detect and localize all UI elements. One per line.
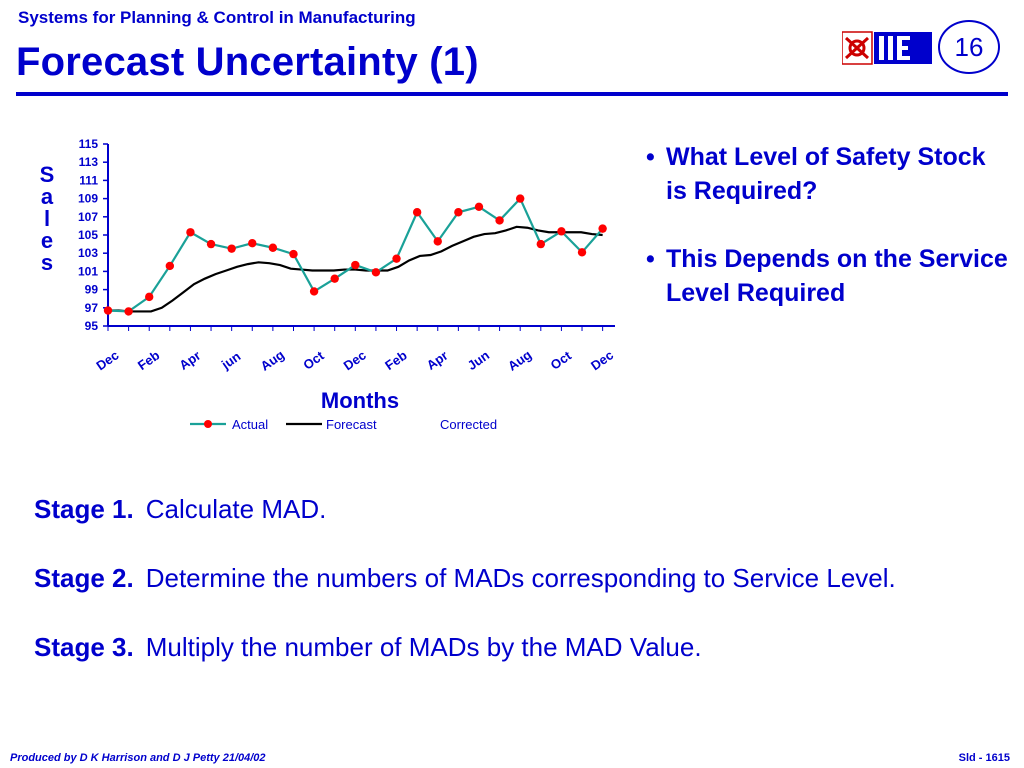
bullet-dot-icon: • (646, 245, 655, 273)
stage-text: Multiply the number of MADs by the MAD V… (145, 632, 702, 662)
y-tick-label: 103 (78, 246, 98, 260)
x-tick-label: Apr (176, 348, 203, 373)
stage-1: Stage 1. Calculate MAD. (34, 494, 326, 525)
actual-point (495, 216, 504, 225)
stage-label: Stage 1. (34, 494, 134, 524)
y-axis-label-letter: a (41, 184, 54, 209)
stage-label: Stage 3. (34, 632, 134, 662)
actual-point (124, 307, 133, 316)
logo-text: IIE (902, 52, 904, 54)
x-tick-label: Oct (300, 348, 327, 373)
actual-point (392, 254, 401, 263)
x-tick-label: Aug (505, 347, 534, 374)
stage-label: Stage 2. (34, 563, 134, 593)
title-rule (16, 92, 1008, 96)
y-tick-label: 113 (79, 155, 99, 169)
actual-point (474, 202, 484, 211)
actual-point (186, 228, 195, 237)
actual-point (165, 261, 175, 271)
bullet-list: • What Level of Safety Stock is Required… (640, 140, 1010, 344)
x-tick-label: Oct (548, 348, 575, 373)
x-tick-label: Dec (93, 347, 121, 373)
actual-point (577, 248, 587, 257)
actual-point (454, 208, 463, 217)
actual-point (289, 249, 298, 259)
y-tick-label: 111 (79, 173, 98, 187)
actual-point (515, 194, 525, 203)
bullet-dot-icon: • (646, 143, 655, 171)
bullet-text: What Level of Safety Stock is Required? (666, 143, 986, 205)
y-axis-label-letter: s (41, 250, 53, 275)
actual-point (206, 239, 216, 249)
actual-point (227, 244, 236, 253)
slide-number: 16 (938, 20, 1000, 74)
x-tick-label: Feb (135, 348, 163, 374)
footer-credit: Produced by D K Harrison and D J Petty 2… (10, 752, 266, 764)
footer-slide-id: Sld - 1615 (958, 752, 1010, 764)
y-tick-label: 95 (85, 319, 99, 333)
x-tick-label: Dec (588, 347, 616, 373)
stage-text: Calculate MAD. (145, 494, 327, 524)
bullet-item: • This Depends on the Service Level Requ… (640, 242, 1010, 310)
x-tick-label: Aug (258, 347, 287, 374)
x-tick-label: Feb (382, 348, 410, 374)
stage-text: Determine the numbers of MADs correspond… (145, 563, 896, 593)
y-axis-label-letter: S (40, 162, 55, 187)
y-tick-label: 101 (78, 264, 98, 278)
actual-point (145, 292, 154, 302)
actual-point (309, 287, 319, 296)
x-axis-title: Months (321, 388, 399, 413)
y-tick-label: 99 (85, 283, 99, 297)
y-tick-label: 105 (78, 228, 98, 242)
y-axis-label-letter: e (41, 228, 53, 253)
x-tick-label: Jun (465, 348, 493, 374)
y-tick-label: 115 (79, 137, 99, 151)
x-tick-label: jun (218, 349, 243, 373)
y-tick-label: 97 (85, 301, 99, 315)
actual-point (371, 268, 381, 277)
y-tick-label: 107 (78, 210, 98, 224)
actual-point (330, 274, 339, 283)
actual-point (103, 306, 113, 315)
legend-label-actual: Actual (232, 417, 268, 432)
forecast-series-line (108, 225, 603, 313)
header-subtitle: Systems for Planning & Control in Manufa… (18, 8, 416, 27)
y-axis-label-letter: l (44, 206, 50, 231)
iie-logo-icon: IIE (842, 31, 932, 65)
actual-point (412, 208, 422, 217)
legend-label-corrected: Corrected (440, 417, 497, 432)
stage-3: Stage 3. Multiply the number of MADs by t… (34, 632, 702, 663)
y-tick-label: 109 (78, 192, 98, 206)
actual-point (433, 237, 442, 246)
legend-actual-marker (204, 420, 212, 428)
legend-label-forecast: Forecast (326, 417, 377, 432)
page-title: Forecast Uncertainty (1) (16, 40, 479, 84)
actual-point (536, 239, 546, 249)
bullet-item: • What Level of Safety Stock is Required… (640, 140, 1010, 208)
actual-point (268, 243, 278, 252)
actual-point (248, 238, 257, 248)
bullet-text: This Depends on the Service Level Requir… (666, 245, 1008, 307)
actual-point (351, 260, 360, 270)
actual-point (557, 227, 566, 236)
actual-point (598, 224, 607, 233)
x-tick-label: Apr (424, 348, 451, 373)
x-tick-label: Dec (341, 347, 369, 373)
stage-2: Stage 2. Determine the numbers of MADs co… (34, 563, 896, 594)
